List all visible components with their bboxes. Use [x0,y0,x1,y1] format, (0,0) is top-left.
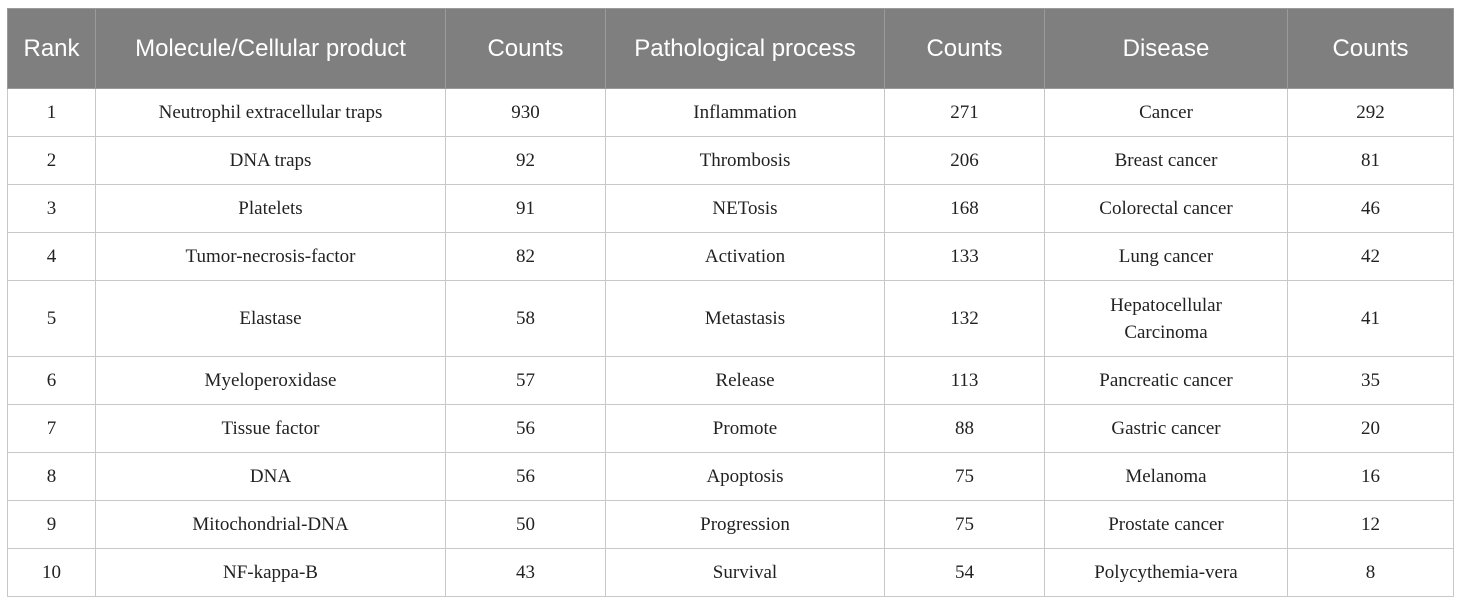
cell-process: Inflammation [605,88,885,137]
cell-process-count: 206 [884,136,1045,185]
cell-disease-count: 41 [1287,280,1454,357]
header-molecule: Molecule/Cellular product [95,8,446,89]
cell-molecule-count: 56 [445,452,606,501]
cell-rank: 4 [7,232,96,281]
table-header: Rank Molecule/Cellular product Counts Pa… [7,8,1454,89]
cell-molecule-count: 43 [445,548,606,597]
cell-disease: Cancer [1044,88,1288,137]
cell-disease-count: 46 [1287,184,1454,233]
header-counts-process: Counts [884,8,1045,89]
ranking-table: Rank Molecule/Cellular product Counts Pa… [7,8,1454,597]
cell-molecule: Platelets [95,184,446,233]
cell-disease-count: 8 [1287,548,1454,597]
cell-disease: Polycythemia-vera [1044,548,1288,597]
cell-disease: Lung cancer [1044,232,1288,281]
cell-molecule-count: 91 [445,184,606,233]
cell-process: Metastasis [605,280,885,357]
cell-molecule-count: 92 [445,136,606,185]
cell-process: Progression [605,500,885,549]
cell-disease-count: 12 [1287,500,1454,549]
cell-molecule: Elastase [95,280,446,357]
cell-process: Thrombosis [605,136,885,185]
table-row: 8 DNA 56 Apoptosis 75 Melanoma 16 [7,452,1454,501]
cell-molecule: DNA [95,452,446,501]
table-row: 9 Mitochondrial-DNA 50 Progression 75 Pr… [7,500,1454,549]
cell-disease: Gastric cancer [1044,404,1288,453]
cell-process-count: 132 [884,280,1045,357]
cell-disease: Hepatocellular Carcinoma [1044,280,1288,357]
header-disease: Disease [1044,8,1288,89]
cell-molecule: Tumor-necrosis-factor [95,232,446,281]
cell-rank: 9 [7,500,96,549]
cell-disease-count: 35 [1287,356,1454,405]
cell-rank: 8 [7,452,96,501]
cell-rank: 6 [7,356,96,405]
header-row: Rank Molecule/Cellular product Counts Pa… [7,8,1454,89]
cell-molecule-count: 930 [445,88,606,137]
cell-disease: Melanoma [1044,452,1288,501]
table-body: 1 Neutrophil extracellular traps 930 Inf… [7,88,1454,597]
table-row: 7 Tissue factor 56 Promote 88 Gastric ca… [7,404,1454,453]
cell-process-count: 271 [884,88,1045,137]
table-row: 6 Myeloperoxidase 57 Release 113 Pancrea… [7,356,1454,405]
cell-process-count: 75 [884,452,1045,501]
table-row: 5 Elastase 58 Metastasis 132 Hepatocellu… [7,280,1454,357]
cell-molecule: NF-kappa-B [95,548,446,597]
data-table-container: Rank Molecule/Cellular product Counts Pa… [7,8,1454,597]
cell-disease-count: 292 [1287,88,1454,137]
cell-process: Promote [605,404,885,453]
header-counts-disease: Counts [1287,8,1454,89]
cell-rank: 7 [7,404,96,453]
table-row: 1 Neutrophil extracellular traps 930 Inf… [7,88,1454,137]
cell-rank: 5 [7,280,96,357]
cell-molecule-count: 57 [445,356,606,405]
cell-rank: 1 [7,88,96,137]
table-row: 2 DNA traps 92 Thrombosis 206 Breast can… [7,136,1454,185]
cell-disease-count: 20 [1287,404,1454,453]
cell-molecule-count: 58 [445,280,606,357]
cell-molecule: Myeloperoxidase [95,356,446,405]
header-counts-molecule: Counts [445,8,606,89]
cell-molecule-count: 82 [445,232,606,281]
cell-process: NETosis [605,184,885,233]
cell-disease: Breast cancer [1044,136,1288,185]
cell-rank: 3 [7,184,96,233]
cell-molecule: Tissue factor [95,404,446,453]
cell-rank: 10 [7,548,96,597]
cell-process: Apoptosis [605,452,885,501]
cell-disease-count: 81 [1287,136,1454,185]
cell-process-count: 133 [884,232,1045,281]
cell-molecule: DNA traps [95,136,446,185]
cell-process: Activation [605,232,885,281]
cell-process-count: 88 [884,404,1045,453]
cell-disease: Prostate cancer [1044,500,1288,549]
cell-process: Survival [605,548,885,597]
table-row: 10 NF-kappa-B 43 Survival 54 Polycythemi… [7,548,1454,597]
cell-molecule-count: 56 [445,404,606,453]
cell-rank: 2 [7,136,96,185]
cell-disease-count: 42 [1287,232,1454,281]
table-row: 4 Tumor-necrosis-factor 82 Activation 13… [7,232,1454,281]
cell-molecule: Mitochondrial-DNA [95,500,446,549]
cell-molecule-count: 50 [445,500,606,549]
cell-process-count: 54 [884,548,1045,597]
cell-process-count: 113 [884,356,1045,405]
header-rank: Rank [7,8,96,89]
cell-disease: Colorectal cancer [1044,184,1288,233]
cell-process-count: 168 [884,184,1045,233]
header-pathological-process: Pathological process [605,8,885,89]
cell-process-count: 75 [884,500,1045,549]
cell-disease: Pancreatic cancer [1044,356,1288,405]
cell-molecule: Neutrophil extracellular traps [95,88,446,137]
cell-disease-count: 16 [1287,452,1454,501]
cell-process: Release [605,356,885,405]
table-row: 3 Platelets 91 NETosis 168 Colorectal ca… [7,184,1454,233]
